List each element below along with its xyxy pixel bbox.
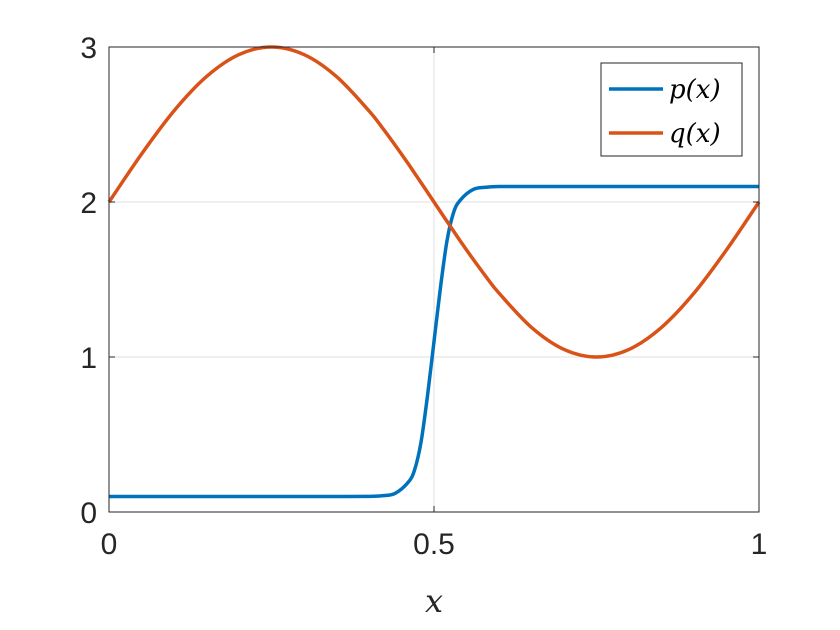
legend-entry-label: p(x)	[669, 75, 721, 105]
axis-ticks: 0 0.5 1 0 1 2 3	[80, 32, 767, 561]
legend-box	[600, 62, 743, 157]
y-tick-label: 3	[80, 32, 97, 65]
y-tick-label: 1	[80, 342, 97, 375]
legend: p(x) q(x)	[600, 62, 743, 157]
series-line-p	[108, 184, 759, 499]
y-tick-label: 2	[80, 187, 97, 220]
x-tick-label: 1	[751, 528, 768, 561]
x-axis-label: x	[425, 582, 443, 620]
y-tick-label: 0	[80, 497, 97, 530]
legend-entry-label: q(x)	[669, 119, 721, 149]
x-tick-label: 0.5	[413, 528, 455, 561]
x-tick-label: 0	[101, 528, 118, 561]
